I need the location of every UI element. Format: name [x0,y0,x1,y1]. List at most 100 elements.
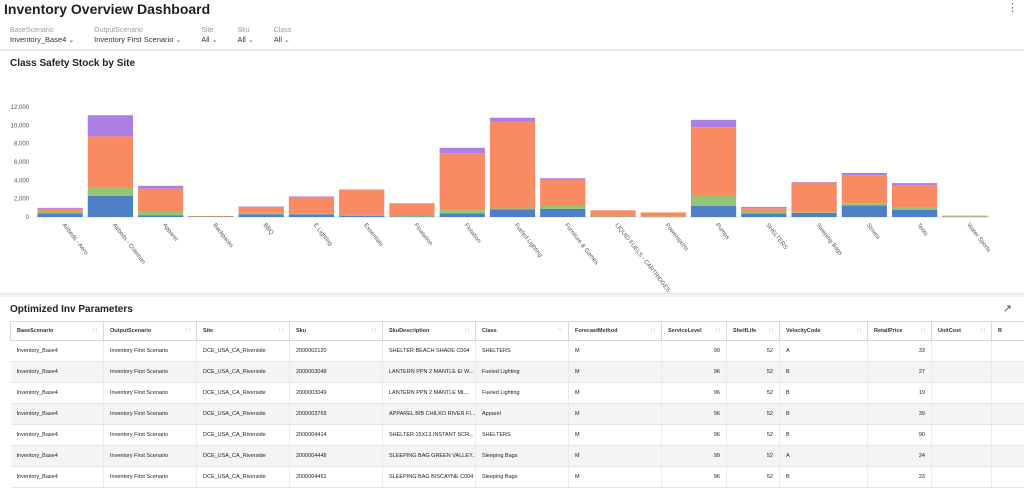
sort-icon[interactable]: ↑↓ [650,327,656,333]
bar-segment [540,206,586,209]
filter-site[interactable]: Site All ⌄ [201,26,217,46]
y-tick-label: 6,000 [14,160,30,166]
chevron-down-icon[interactable]: ⌄ [211,37,218,44]
table-cell: Sleeping Bags [475,466,569,488]
bar-segment [138,188,184,212]
table-row[interactable]: Inventory_Base4 Inventory First Scenario D… [10,361,1024,383]
column-header[interactable]: OutputScenario ↑↓ [103,321,197,341]
table-cell [931,466,992,488]
bar-segment [489,209,536,217]
bar-segment [741,206,787,209]
column-header[interactable]: ShelfLife ↑↓ [726,321,780,341]
table-cell: 52 [726,424,780,446]
bar-segment [339,189,385,216]
sort-icon[interactable]: ↑↓ [856,327,862,333]
table-header-row: BaseScenario ↑↓ OutputScenario ↑↓ Site ↑↓ Sku ↑… [10,321,1024,341]
column-header[interactable]: R [991,321,1024,341]
column-header-label: RetailPrice [874,328,903,334]
filter-value: All [273,35,283,44]
bar-segment [942,216,988,217]
chevron-down-icon[interactable]: ⌄ [68,37,75,44]
table-cell: Inventory_Base4 [10,382,104,404]
sort-icon[interactable]: ↑↓ [768,327,774,333]
bar-segment [741,211,787,214]
table-cell: Inventory_Base4 [10,445,104,467]
column-header[interactable]: ForecastMethod ↑↓ [568,321,662,341]
sort-icon[interactable]: ↑↓ [185,327,191,333]
table-cell [931,382,992,404]
table-cell: 2000004451 [289,466,383,488]
table-cell: DCE_USA_CA_Riverside [196,361,290,383]
table-cell: DCE_USA_CA_Riverside [196,445,290,467]
table-cell: B [779,403,868,425]
table-cell: Fueled Lighting [475,361,569,383]
bar-segment [741,213,787,217]
x-tick-label: Essentials [362,223,384,248]
column-header[interactable]: BaseScenario ↑↓ [10,321,104,341]
kebab-menu-icon[interactable]: ⋮ [1007,2,1018,14]
bar-segment [489,117,536,122]
column-header[interactable]: ServiceLevel ↑↓ [661,321,727,341]
sort-icon[interactable]: ↑↓ [980,327,986,333]
bar-segment [288,196,335,214]
y-tick-label: 8,000 [14,142,30,148]
table-row[interactable]: Inventory_Base4 Inventory First Scenario D… [10,340,1024,362]
table-cell: Inventory First Scenario [103,403,197,425]
bar-segment [87,136,134,188]
filter-value: All [237,35,246,44]
table-cell: M [568,340,662,362]
column-header[interactable]: VelocityCode ↑↓ [779,321,868,341]
table-cell: Inventory_Base4 [10,424,104,446]
table-row[interactable]: Inventory_Base4 Inventory First Scenario D… [10,403,1024,425]
sort-icon[interactable]: ↑↓ [278,327,284,333]
bar-segment [891,209,938,217]
column-header-label: ServiceLevel [668,328,702,334]
table-cell: 39 [867,403,932,425]
table-cell: 2000004414 [289,424,383,446]
table-cell: 96 [661,466,727,488]
sort-icon[interactable]: ↑↓ [715,327,721,333]
table-cell: 99 [661,340,727,362]
column-header-label: R [998,328,1002,334]
filter-basescenario[interactable]: BaseScenario Inventory_Base4 ⌄ [10,26,74,46]
bar-segment [489,121,536,209]
sort-icon[interactable]: ↑↓ [92,327,98,333]
column-header[interactable]: Sku ↑↓ [289,321,383,341]
chevron-down-icon[interactable]: ⌄ [247,37,254,44]
table-row[interactable]: Inventory_Base4 Inventory First Scenario D… [10,445,1024,467]
chevron-down-icon[interactable]: ⌄ [284,37,290,44]
table-cell: 19 [867,382,932,404]
column-header[interactable]: UnitCost ↑↓ [931,321,992,341]
column-header[interactable]: SkuDescription ↑↓ [382,321,476,341]
chevron-down-icon[interactable]: ⌄ [175,37,182,44]
expand-arrow-icon[interactable]: ↗ [1002,303,1012,315]
x-tick-label: Powersports [664,223,689,253]
column-header[interactable]: Class ↑↓ [475,321,569,341]
bar-segment [640,216,686,217]
sort-icon[interactable]: ↑↓ [464,327,470,333]
table-cell: A [779,445,868,467]
bar-segment [791,212,837,217]
table-cell: 96 [661,382,727,404]
filter-class[interactable]: Class All ⌄ [274,26,292,46]
table-cell: Inventory_Base4 [10,466,104,488]
column-header[interactable]: RetailPrice ↑↓ [867,321,932,341]
table-row[interactable]: Inventory_Base4 Inventory First Scenario D… [10,424,1024,446]
sort-icon[interactable]: ↑↓ [371,327,377,333]
bar-segment [238,206,284,213]
filter-sku[interactable]: Sku All ⌄ [237,26,253,46]
table-cell: 52 [726,361,780,383]
table-row[interactable]: Inventory_Base4 Inventory First Scenario D… [10,466,1024,488]
column-header[interactable]: Site ↑↓ [196,321,290,341]
table-row[interactable]: Inventory_Base4 Inventory First Scenario D… [10,382,1024,404]
bar-segment [288,213,335,215]
table-cell: Inventory First Scenario [103,340,197,362]
bar-segment [891,183,938,186]
filter-outputscenario[interactable]: OutputScenario Inventory First Scenario ⌄ [94,26,181,46]
sort-icon[interactable]: ↑↓ [557,327,563,333]
sort-icon[interactable]: ↑↓ [920,327,926,333]
table-cell [931,445,992,467]
bar-segment [540,179,586,206]
bar-segment [841,203,887,206]
x-tick-label: E Lighting [312,223,333,248]
